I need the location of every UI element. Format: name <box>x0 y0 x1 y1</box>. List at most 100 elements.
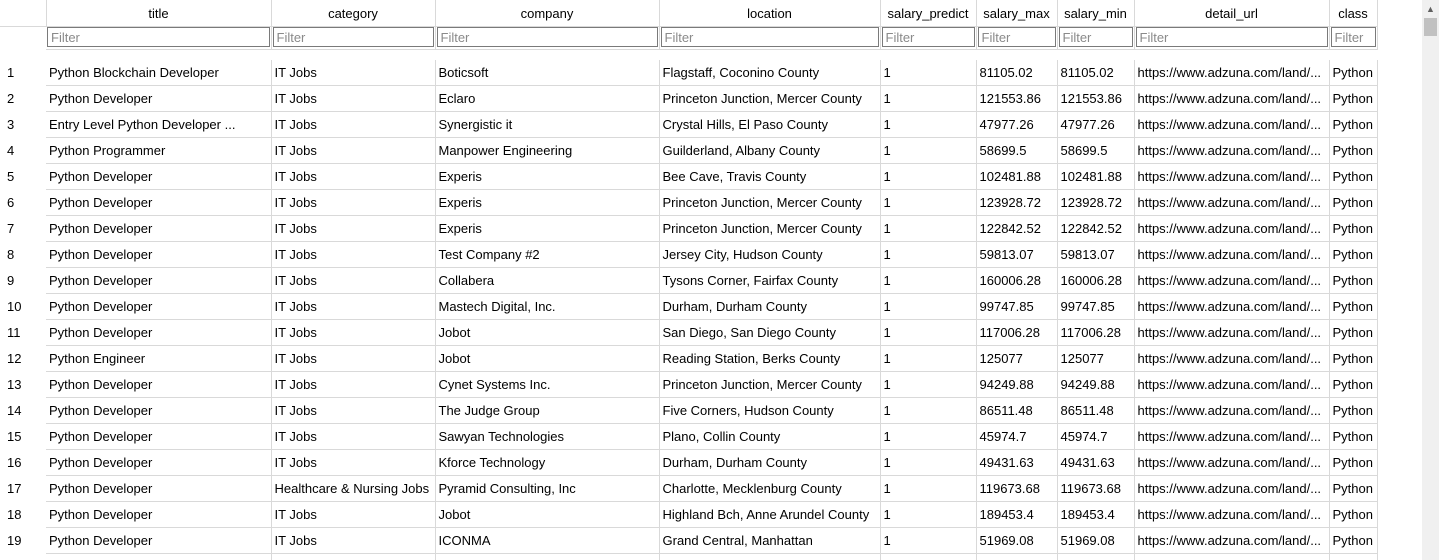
cell-salary-min[interactable]: 81105.02 <box>1057 60 1135 86</box>
cell-salary-predict[interactable]: 1 <box>880 60 977 86</box>
cell-location[interactable]: Flagstaff, Coconino County <box>659 60 881 86</box>
cell-salary-predict[interactable]: 1 <box>880 85 977 112</box>
filter-input-location[interactable] <box>660 27 879 47</box>
cell-category[interactable]: IT Jobs <box>271 111 436 138</box>
cell-salary-max[interactable]: 51969.08 <box>976 527 1058 554</box>
row-number[interactable]: 20 <box>0 554 46 560</box>
row-number[interactable]: 9 <box>7 273 15 288</box>
cell-salary-predict[interactable]: 1 <box>880 553 977 560</box>
cell-location[interactable]: Highland Bch, Anne Arundel County <box>659 501 881 528</box>
row-number[interactable]: 5 <box>7 169 15 184</box>
cell-detail-url[interactable]: https://www.adzuna.com/land/... <box>1134 319 1330 346</box>
cell-detail-url[interactable]: https://www.adzuna.com/land/... <box>1134 527 1330 554</box>
cell-company[interactable]: Experis <box>435 163 660 190</box>
cell-company[interactable]: Synergistic it <box>435 111 660 138</box>
cell-class[interactable]: Python <box>1329 189 1378 216</box>
table-row[interactable]: 12 Python Engineer IT Jobs Jobot Reading Sta… <box>0 345 1378 372</box>
row-number[interactable]: 16 <box>7 455 22 470</box>
cell-class[interactable]: Python <box>1329 111 1378 138</box>
cell-detail-url[interactable]: https://www.adzuna.com/land/... <box>1134 111 1330 138</box>
cell-salary-predict[interactable]: 1 <box>880 449 977 476</box>
cell-salary-min[interactable]: 122842.52 <box>1057 215 1135 242</box>
cell-title[interactable]: Python Developer <box>46 553 272 560</box>
cell-salary-predict[interactable]: 1 <box>880 137 977 164</box>
table-row[interactable]: 6 Python Developer IT Jobs Experis Princeton… <box>0 189 1378 216</box>
cell-detail-url[interactable]: https://www.adzuna.com/land/... <box>1134 475 1330 502</box>
cell-location[interactable]: Princeton Junction, Mercer County <box>659 215 881 242</box>
cell-salary-predict[interactable]: 1 <box>880 111 977 138</box>
cell-salary-predict[interactable]: 1 <box>880 501 977 528</box>
cell-salary-predict[interactable]: 1 <box>880 345 977 372</box>
table-row[interactable]: 10 Python Developer IT Jobs Mastech Digital… <box>0 293 1378 320</box>
cell-salary-min[interactable]: 94249.88 <box>1057 371 1135 398</box>
cell-category[interactable]: IT Jobs <box>271 527 436 554</box>
cell-class[interactable]: Python <box>1329 60 1378 86</box>
cell-salary-min[interactable]: 99747.85 <box>1057 293 1135 320</box>
cell-company[interactable]: Experis <box>435 189 660 216</box>
cell-salary-max[interactable]: 86511.48 <box>976 397 1058 424</box>
row-number[interactable]: 19 <box>7 533 22 548</box>
cell-salary-min[interactable]: 58699.5 <box>1057 137 1135 164</box>
cell-salary-max[interactable]: 58699.5 <box>976 137 1058 164</box>
cell-salary-predict[interactable]: 1 <box>880 189 977 216</box>
cell-salary-predict[interactable]: 1 <box>880 371 977 398</box>
cell-salary-min[interactable]: 102481.88 <box>1057 163 1135 190</box>
column-header-category[interactable]: category <box>271 0 436 27</box>
cell-detail-url[interactable]: https://www.adzuna.com/land/... <box>1134 267 1330 294</box>
cell-location[interactable]: Jersey City, Hudson County <box>659 241 881 268</box>
cell-location[interactable]: Princeton Junction, Mercer County <box>659 189 881 216</box>
cell-class[interactable]: Python <box>1329 501 1378 528</box>
row-number[interactable]: 8 <box>7 247 15 262</box>
cell-salary-max[interactable]: 121553.86 <box>976 85 1058 112</box>
cell-salary-predict[interactable]: 1 <box>880 475 977 502</box>
cell-location[interactable]: Grand Central, Manhattan <box>659 527 881 554</box>
table-row[interactable]: 15 Python Developer IT Jobs Sawyan Technolo… <box>0 423 1378 450</box>
cell-class[interactable]: Python <box>1329 163 1378 190</box>
filter-input-title[interactable] <box>47 27 270 47</box>
cell-company[interactable]: Pyramid Consulting, Inc <box>435 475 660 502</box>
cell-category[interactable]: IT Jobs <box>271 449 436 476</box>
cell-detail-url[interactable]: https://www.adzuna.com/land/... <box>1134 241 1330 268</box>
table-row[interactable]: 14 Python Developer IT Jobs The Judge Group… <box>0 397 1378 424</box>
column-header-detail-url[interactable]: detail_url <box>1134 0 1330 27</box>
column-header-salary-max[interactable]: salary_max <box>976 0 1058 27</box>
row-number[interactable]: 17 <box>7 481 22 496</box>
cell-class[interactable]: Python <box>1329 423 1378 450</box>
cell-class[interactable]: Python <box>1329 241 1378 268</box>
filter-input-company[interactable] <box>436 27 658 47</box>
cell-title[interactable]: Python Developer <box>46 449 272 476</box>
row-number[interactable]: 10 <box>7 299 22 314</box>
cell-salary-predict[interactable]: 1 <box>880 319 977 346</box>
cell-company[interactable]: Jobot <box>435 345 660 372</box>
cell-category[interactable]: IT Jobs <box>271 345 436 372</box>
cell-title[interactable]: Python Developer <box>46 85 272 112</box>
cell-class[interactable]: Python <box>1329 371 1378 398</box>
cell-detail-url[interactable]: https://www.adzuna.com/land/... <box>1134 85 1330 112</box>
row-number[interactable]: 2 <box>7 91 15 106</box>
cell-company[interactable]: Boticsoft <box>435 60 660 86</box>
cell-company[interactable]: Jobot <box>435 319 660 346</box>
cell-salary-min[interactable]: 49431.63 <box>1057 449 1135 476</box>
cell-salary-min[interactable]: 86511.48 <box>1057 397 1135 424</box>
cell-detail-url[interactable]: https://www.adzuna.com/land/... <box>1134 371 1330 398</box>
cell-salary-max[interactable]: 99747.85 <box>976 293 1058 320</box>
cell-class[interactable]: Python <box>1329 527 1378 554</box>
cell-location[interactable]: Durham, Durham County <box>659 293 881 320</box>
cell-company[interactable]: ICONMA <box>435 527 660 554</box>
cell-category[interactable]: IT Jobs <box>271 215 436 242</box>
row-number[interactable]: 1 <box>7 65 15 81</box>
scrollbar-thumb[interactable] <box>1424 18 1437 36</box>
cell-category[interactable]: IT Jobs <box>271 137 436 164</box>
column-header-title[interactable]: title <box>46 0 272 27</box>
cell-title[interactable]: Python Developer <box>46 189 272 216</box>
row-number[interactable]: 15 <box>7 429 22 444</box>
table-row[interactable]: 8 Python Developer IT Jobs Test Company #2 J… <box>0 241 1378 268</box>
table-row[interactable]: 17 Python Developer Healthcare & Nursing J… <box>0 475 1378 502</box>
column-header-location[interactable]: location <box>659 0 881 27</box>
column-header-company[interactable]: company <box>435 0 660 27</box>
cell-salary-max[interactable]: 45974.7 <box>976 423 1058 450</box>
cell-salary-predict[interactable]: 1 <box>880 397 977 424</box>
row-number[interactable]: 3 <box>7 117 15 132</box>
cell-class[interactable]: Python <box>1329 215 1378 242</box>
